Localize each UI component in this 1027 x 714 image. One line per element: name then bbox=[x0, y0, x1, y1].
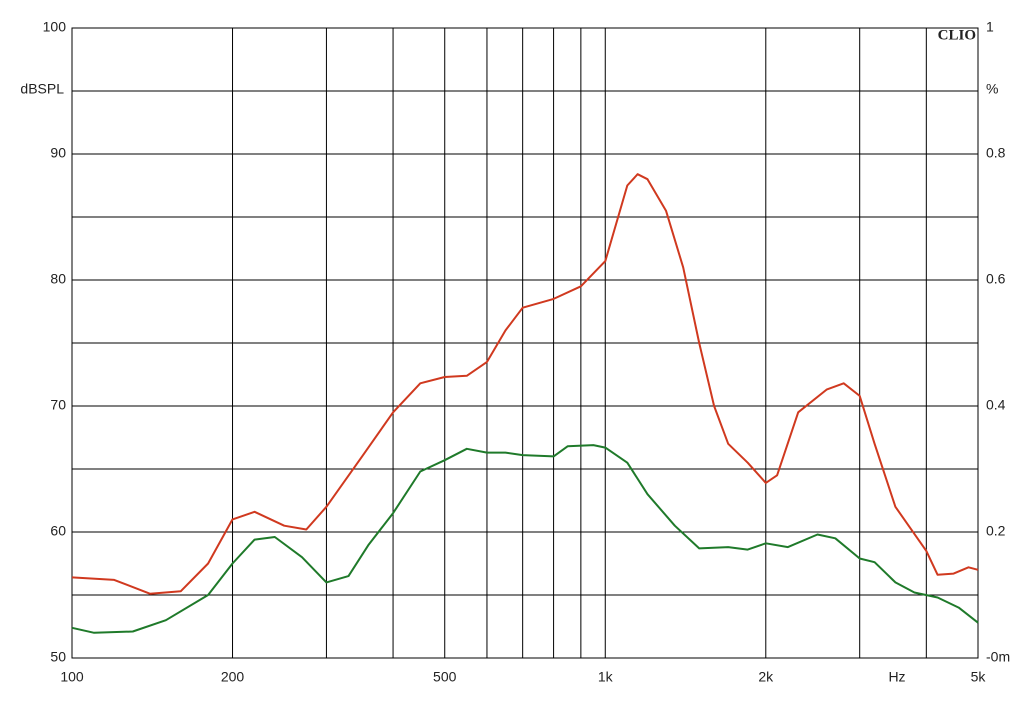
x-tick-label: 500 bbox=[433, 669, 457, 685]
x-axis-label: Hz bbox=[888, 669, 905, 685]
y-axis-label: dBSPL bbox=[20, 81, 64, 97]
x-tick-label: 5k bbox=[971, 669, 987, 685]
y-tick-label: 50 bbox=[50, 649, 66, 665]
y-tick-label: 60 bbox=[50, 523, 66, 539]
y2-tick-label: 0.6 bbox=[986, 271, 1006, 287]
y2-tick-label: 0.4 bbox=[986, 397, 1006, 413]
y-tick-label: 100 bbox=[43, 19, 67, 35]
y2-tick-label: 0.8 bbox=[986, 145, 1006, 161]
x-tick-label: 1k bbox=[598, 669, 614, 685]
series-line bbox=[71, 173, 979, 595]
y2-tick-label: 1 bbox=[986, 19, 994, 35]
series-line bbox=[71, 444, 979, 634]
y-tick-label: 70 bbox=[50, 397, 66, 413]
y2-axis-label: % bbox=[986, 81, 998, 97]
y-tick-label: 80 bbox=[50, 271, 66, 287]
y2-tick-label: 0.2 bbox=[986, 523, 1006, 539]
x-tick-label: 100 bbox=[60, 669, 84, 685]
brand: CLIO bbox=[938, 27, 976, 43]
y2-tick-label: -0m bbox=[986, 649, 1010, 665]
x-tick-label: 200 bbox=[221, 669, 245, 685]
x-tick-label: 2k bbox=[758, 669, 774, 685]
y-tick-label: 90 bbox=[50, 145, 66, 161]
